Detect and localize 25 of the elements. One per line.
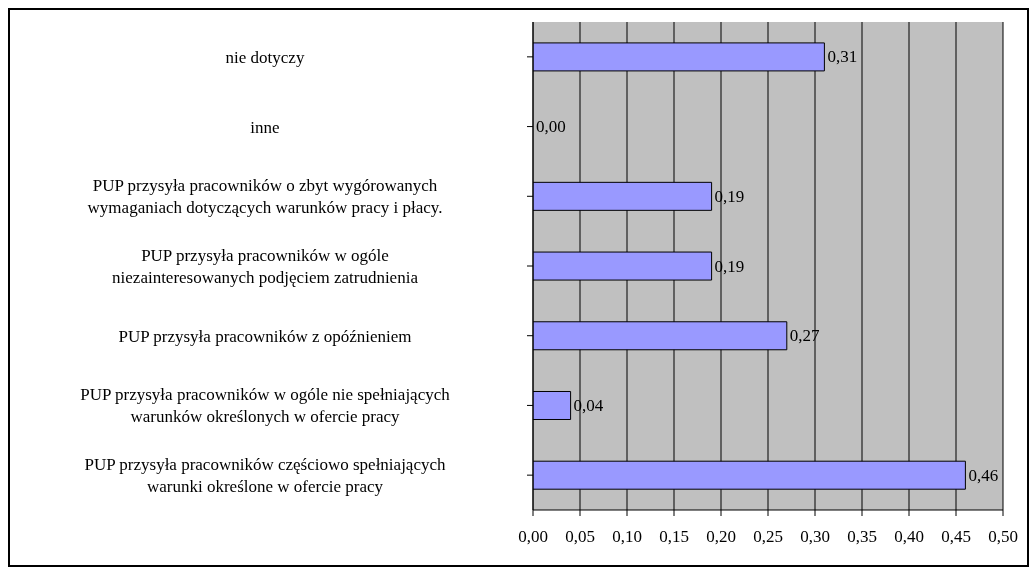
x-tick-label: 0,10 [612,527,642,547]
x-tick-label: 0,50 [988,527,1018,547]
x-tick-label: 0,40 [894,527,924,547]
data-label: 0,31 [827,47,858,67]
data-label: 0,27 [789,326,821,346]
x-tick-label: 0,45 [941,527,971,547]
data-label: 0,19 [714,186,745,206]
y-tick-label: PUP przysyła pracowników o zbyt wygórowanych wymaganiach dotyczących warunków pracy i płacy. [87,175,443,217]
x-tick-label: 0,20 [706,527,736,547]
x-tick-label: 0,25 [753,527,783,547]
x-tick-label: 0,15 [659,527,689,547]
data-label: 0,04 [573,395,604,415]
data-label: 0,19 [714,256,745,276]
y-tick-label: PUP przysyła pracowników częściowo spełniających warunki określone w ofercie pracy [84,454,446,496]
data-label: 0,00 [536,117,566,137]
x-tick-label: 0,30 [800,527,830,547]
y-tick-label: PUP przysyła pracowników z opóźnieniem [118,326,412,346]
y-tick-label: inne [250,117,280,137]
y-tick-label: PUP przysyła pracowników w ogóle niezainteresowanych podjęciem zatrudnienia [112,245,419,287]
x-tick-label: 0,00 [518,527,548,547]
y-tick-label: nie dotyczy [225,47,305,67]
x-tick-label: 0,05 [565,527,595,547]
data-label: 0,46 [968,465,999,485]
x-tick-label: 0,35 [847,527,877,547]
y-tick-label: PUP przysyła pracowników w ogóle nie spełniających warunków określonych w ofercie pracy [80,384,451,426]
